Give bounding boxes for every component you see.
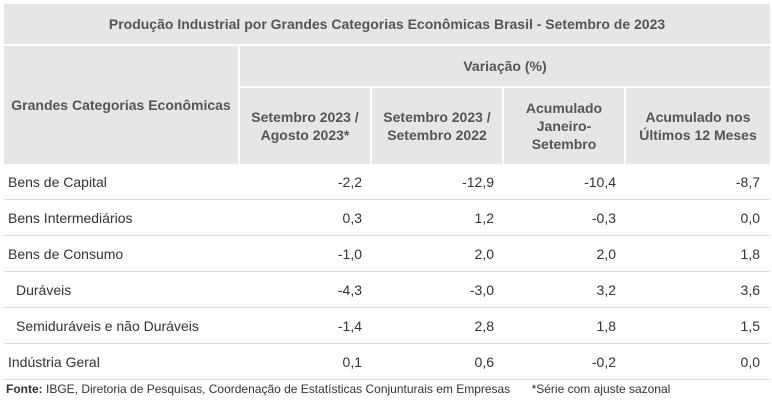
production-table: Produção Industrial por Grandes Categori… [4,4,770,380]
cell-value: 3,6 [626,272,770,308]
cell-value: 1,5 [626,308,770,344]
cell-value: 0,1 [240,344,372,380]
cell-value: -0,2 [504,344,626,380]
table-row: Bens de Capital -2,2 -12,9 -10,4 -8,7 [4,164,770,200]
column-header-mom-line2: Agosto 2023* [260,127,350,143]
cell-value: -0,3 [504,200,626,236]
cell-value: 2,0 [504,236,626,272]
column-header-12m-line1: Acumulado nos [645,109,751,125]
row-label: Semiduráveis e não Duráveis [4,308,240,344]
column-header-mom: Setembro 2023 / Agosto 2023* [240,88,372,164]
cell-value: -1,4 [240,308,372,344]
table-row: Duráveis -4,3 -3,0 3,2 3,6 [4,272,770,308]
cell-value: 0,6 [372,344,504,380]
column-header-mom-line1: Setembro 2023 / [251,109,359,125]
cell-value: 2,8 [372,308,504,344]
row-header: Grandes Categorias Econômicas [4,46,240,164]
row-label: Bens de Capital [4,164,240,200]
row-label: Bens Intermediários [4,200,240,236]
table-row: Semiduráveis e não Duráveis -1,4 2,8 1,8… [4,308,770,344]
cell-value: 0,0 [626,344,770,380]
column-header-ytd-line3: Setembro [531,136,597,152]
column-header-ytd: Acumulado Janeiro- Setembro [504,88,626,164]
cell-value: 0,3 [240,200,372,236]
column-header-yoy-line1: Setembro 2023 / [383,109,491,125]
table-row: Bens de Consumo -1,0 2,0 2,0 1,8 [4,236,770,272]
cell-value: -1,0 [240,236,372,272]
column-header-ytd-line1: Acumulado [525,100,603,116]
seasonal-adjustment-note: *Série com ajuste sazonal [531,382,671,396]
group-header: Variação (%) [240,46,770,88]
cell-value: -8,7 [626,164,770,200]
column-header-yoy: Setembro 2023 / Setembro 2022 [372,88,504,164]
table-title: Produção Industrial por Grandes Categori… [4,4,770,46]
column-header-12m-line2: Últimos 12 Meses [639,127,757,143]
cell-value: 1,8 [504,308,626,344]
column-header-yoy-line2: Setembro 2022 [387,127,487,143]
cell-value: -10,4 [504,164,626,200]
cell-value: -2,2 [240,164,372,200]
cell-value: 1,8 [626,236,770,272]
column-header-12m: Acumulado nos Últimos 12 Meses [626,88,770,164]
row-label: Indústria Geral [4,344,240,380]
cell-value: -12,9 [372,164,504,200]
cell-value: 1,2 [372,200,504,236]
cell-value: -4,3 [240,272,372,308]
cell-value: 0,0 [626,200,770,236]
column-header-ytd-line2: Janeiro- [536,118,592,134]
table-row: Bens Intermediários 0,3 1,2 -0,3 0,0 [4,200,770,236]
cell-value: 3,2 [504,272,626,308]
footnote: Fonte: IBGE, Diretoria de Pesquisas, Coo… [6,382,670,396]
row-label: Duráveis [4,272,240,308]
source-label: Fonte: [6,382,43,396]
cell-value: 2,0 [372,236,504,272]
table-row: Indústria Geral 0,1 0,6 -0,2 0,0 [4,344,770,380]
row-label: Bens de Consumo [4,236,240,272]
cell-value: -3,0 [372,272,504,308]
source-text: IBGE, Diretoria de Pesquisas, Coordenaçã… [46,382,511,396]
